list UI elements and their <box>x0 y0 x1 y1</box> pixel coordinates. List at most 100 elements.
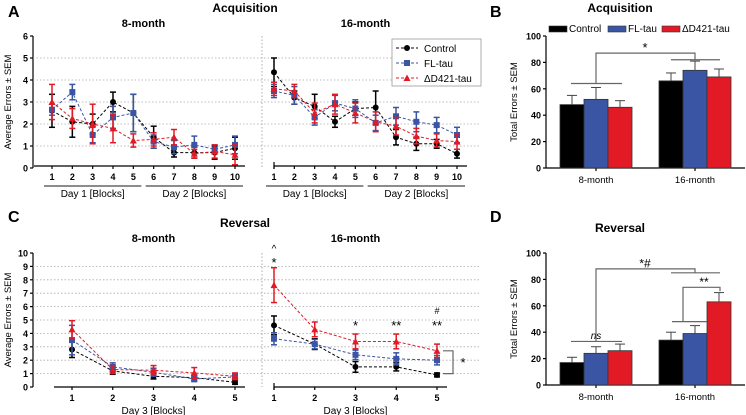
marker-d421-tau <box>351 109 359 116</box>
x-axis-label: Day 3 [Blocks] <box>324 406 388 415</box>
group-label: Day 1 [Blocks] <box>61 189 125 200</box>
series-line <box>273 88 458 143</box>
annotation-star-hash: *# <box>639 257 651 271</box>
y-tick-label: 0 <box>23 383 28 393</box>
x-tick-label: 9 <box>212 172 217 182</box>
bar <box>706 301 732 386</box>
x-tick-label: 2 <box>110 393 115 403</box>
x-tick-label: 3 <box>151 393 156 403</box>
marker-fl-tau <box>311 341 318 348</box>
y-tick-label: 3 <box>23 98 28 108</box>
marker-control <box>352 363 359 370</box>
annotation-hash: # <box>434 306 439 316</box>
y-tick-label: 1 <box>23 142 28 152</box>
legend-label: FL-tau <box>628 24 657 35</box>
subplot-title: 16-month <box>331 233 381 245</box>
marker-d421-tau <box>211 148 219 155</box>
x-tick-label: 10 <box>230 172 240 182</box>
y-tick-label: 6 <box>23 302 28 312</box>
marker-d421-tau <box>433 137 441 144</box>
x-tick-label: 5 <box>353 172 358 182</box>
x-tick-label: 7 <box>393 172 398 182</box>
significance-bracket <box>595 52 696 84</box>
annotation-double-star: ** <box>391 318 401 333</box>
x-tick-label: 16-month <box>675 392 715 403</box>
marker-fl-tau <box>69 89 76 96</box>
legend-swatch <box>548 25 568 33</box>
legend-label: Control <box>569 24 601 35</box>
bar <box>682 333 708 386</box>
bar <box>682 69 708 169</box>
marker-d421-tau <box>352 337 359 345</box>
chart-title: Reversal <box>220 216 270 230</box>
x-tick-label: 6 <box>151 172 156 182</box>
y-tick-label: 0 <box>536 381 541 391</box>
marker-d421-tau <box>311 325 319 333</box>
x-tick-label: 9 <box>434 172 439 182</box>
marker-d421-tau <box>109 124 117 132</box>
x-tick-label: 1 <box>271 172 276 182</box>
bar <box>559 362 585 386</box>
y-tick-label: 2 <box>23 120 28 130</box>
bar <box>658 339 684 386</box>
annotation-star: * <box>642 40 647 55</box>
marker-fl-tau <box>171 144 177 151</box>
bar <box>607 350 633 386</box>
marker-fl-tau <box>130 110 137 116</box>
x-tick-label: 1 <box>271 393 276 403</box>
group-label: Day 2 [Blocks] <box>384 189 448 200</box>
marker-d421-tau <box>190 150 198 157</box>
x-tick-label: 4 <box>192 393 197 403</box>
marker-control <box>454 150 460 157</box>
x-tick-label: 4 <box>110 172 115 182</box>
marker-fl-tau <box>433 122 440 129</box>
bar <box>706 76 732 169</box>
bar <box>583 98 609 169</box>
y-tick-label: 3 <box>23 342 28 352</box>
y-tick-label: 8 <box>23 275 28 285</box>
marker-d421-tau <box>190 369 198 376</box>
series-line <box>51 101 236 154</box>
marker-d421-tau <box>129 137 137 144</box>
panel-label-D: D <box>490 209 502 226</box>
marker-d421-tau <box>392 122 400 130</box>
annotation-star: * <box>353 318 358 333</box>
marker-d421-tau <box>453 138 461 145</box>
y-tick-label: 80 <box>531 275 541 285</box>
x-tick-label: 2 <box>70 172 75 182</box>
bar <box>559 104 585 169</box>
series-line <box>273 71 458 155</box>
bar <box>607 106 633 169</box>
marker-fl-tau <box>271 335 277 342</box>
x-tick-label: 8-month <box>579 392 614 403</box>
marker-fl-tau <box>69 337 75 344</box>
y-axis-label: Average Errors ± SEM <box>3 55 14 150</box>
y-axis-label: Average Errors ± SEM <box>3 273 14 368</box>
bar <box>658 80 684 169</box>
marker-fl-tau <box>413 118 420 125</box>
y-tick-label: 5 <box>23 54 28 64</box>
subplot-title: 8-month <box>132 233 176 245</box>
panel-label-C: C <box>8 209 20 226</box>
x-tick-label: 8 <box>414 172 419 182</box>
group-label: Day 2 [Blocks] <box>162 189 226 200</box>
y-tick-label: 20 <box>531 137 541 147</box>
marker-d421-tau <box>412 132 420 140</box>
x-tick-label: 10 <box>452 172 462 182</box>
bar <box>583 352 609 386</box>
panel-label-A: A <box>8 4 20 21</box>
marker-d421-tau <box>68 115 76 122</box>
y-tick-label: 4 <box>23 76 28 86</box>
x-tick-label: 2 <box>292 172 297 182</box>
annotation-star: * <box>271 255 276 270</box>
significance-bracket <box>595 268 696 342</box>
significance-bracket <box>682 286 721 322</box>
x-tick-label: 1 <box>69 393 74 403</box>
series-line <box>273 338 438 361</box>
y-tick-label: 1 <box>23 369 28 379</box>
marker-control <box>271 322 277 329</box>
group-label: Day 1 [Blocks] <box>283 189 347 200</box>
marker-d421-tau <box>270 85 278 92</box>
marker-d421-tau <box>68 325 76 333</box>
marker-d421-tau <box>109 366 117 373</box>
